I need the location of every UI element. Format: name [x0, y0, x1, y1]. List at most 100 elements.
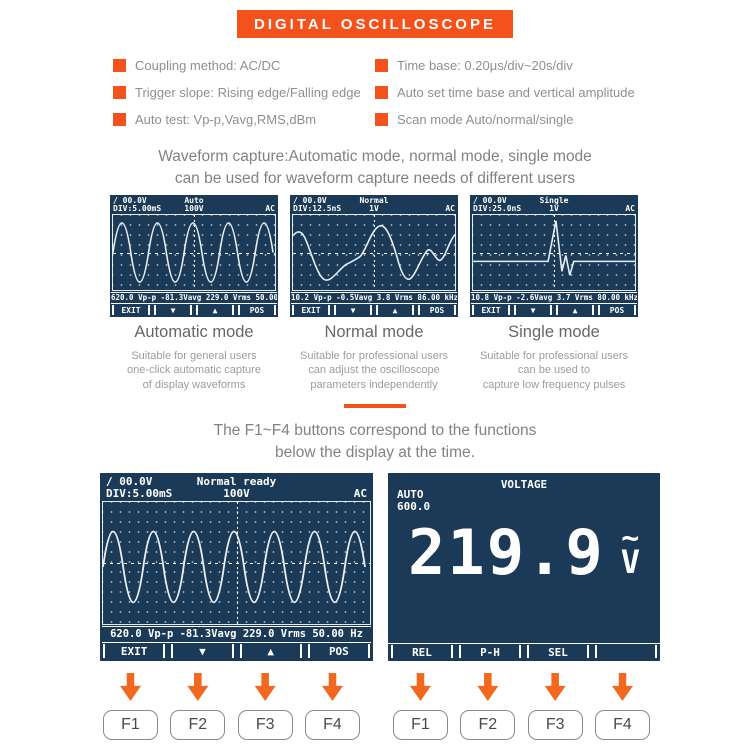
- mode-title: Single mode: [508, 323, 600, 341]
- softkey-pos[interactable]: POS: [238, 305, 276, 315]
- trigger-slope-icon: ∕: [293, 196, 298, 205]
- bullet-square-icon: [113, 113, 126, 126]
- time-div-label: DIV:25.0nS: [473, 204, 522, 213]
- scan-mode-label: Normal ready: [196, 475, 277, 488]
- softkey-up[interactable]: ▲: [196, 305, 234, 315]
- fkeys-row-left: F1 F2 F3 F4: [103, 710, 360, 740]
- scope-graticule: [102, 501, 371, 625]
- down-arrow-icon: [544, 673, 566, 701]
- scope-graticule: [292, 214, 456, 291]
- sine-waveform: [103, 530, 366, 603]
- f3-button[interactable]: F3: [237, 710, 293, 740]
- scope-screen-normal: ∕ 00.0V Normal DIV:12.5nS 1V AC 10.2 Vp-…: [290, 195, 458, 317]
- softkey-exit[interactable]: EXIT: [112, 305, 150, 315]
- softkey-up[interactable]: ▲: [376, 305, 414, 315]
- scan-mode-label: Normal: [359, 196, 389, 205]
- volt-div-label: 1V: [549, 204, 559, 213]
- softkey-pos[interactable]: POS: [308, 644, 370, 658]
- f4-button[interactable]: F4: [594, 710, 650, 740]
- down-arrow-icon: [254, 673, 276, 701]
- mode-caption-normal: Normal mode Suitable for professional us…: [290, 323, 458, 392]
- fkeys-intro-text: The F1~F4 buttons correspond to the func…: [213, 422, 537, 461]
- feature-label: Trigger slope: Rising edge/Falling edge: [135, 85, 361, 100]
- bullet-square-icon: [113, 59, 126, 72]
- softkey-pos[interactable]: POS: [418, 305, 456, 315]
- softkey-exit[interactable]: EXIT: [103, 644, 165, 658]
- time-div-label: DIV:5.00mS: [113, 204, 162, 213]
- softkey-menu: EXIT ▼ ▲ POS: [110, 304, 278, 317]
- mode-caption-single: Single mode Suitable for professional us…: [470, 323, 638, 392]
- mode-description: Suitable for general users one-click aut…: [127, 350, 261, 391]
- softkey-down[interactable]: ▼: [171, 644, 233, 658]
- softkey-menu: REL P-H SEL: [388, 643, 660, 661]
- scan-mode-label: Auto: [184, 196, 204, 205]
- f1-button[interactable]: F1: [393, 710, 448, 740]
- bullet-square-icon: [375, 86, 388, 99]
- measurement-readout: 10.8 Vp-p -2.6Vavg 3.7 Vrms 80.00 kHz: [471, 292, 637, 304]
- softkey-pos[interactable]: POS: [598, 305, 636, 315]
- meter-reading: 219.9: [408, 516, 605, 589]
- measurement-readout: 10.2 Vp-p -0.5Vavg 3.8 Vrms 86.00 kHz: [291, 292, 457, 304]
- time-div-label: DIV:12.5nS: [293, 204, 342, 213]
- softkey-up[interactable]: ▲: [556, 305, 594, 315]
- scope-screen-large: ∕ 00.0V Normal ready DIV:5.00mS 100V AC …: [100, 473, 373, 661]
- sine-waveform: [113, 222, 274, 283]
- f2-button[interactable]: F2: [460, 710, 516, 740]
- volt-div-label: 1V: [369, 204, 379, 213]
- softkey-up[interactable]: ▲: [240, 644, 302, 658]
- measurement-readout: 620.0 Vp-p -81.3Vavg 229.0 Vrms 50.00 Hz: [111, 292, 277, 304]
- vertical-axis: [374, 215, 375, 290]
- feature-trigger-slope: Trigger slope: Rising edge/Falling edge: [113, 79, 375, 106]
- softkey-menu: EXIT ▼ ▲ POS: [290, 304, 458, 317]
- feature-label: Scan mode Auto/normal/single: [397, 112, 574, 127]
- arrows-row-left: [103, 673, 360, 701]
- trigger-slope-icon: ∕: [113, 196, 118, 205]
- coupling-label: AC: [265, 204, 275, 213]
- f1-button[interactable]: F1: [103, 710, 158, 740]
- meter-range-value: 600.0: [397, 500, 431, 513]
- f4-button[interactable]: F4: [304, 710, 360, 740]
- coupling-label: AC: [445, 204, 455, 213]
- scope-screen-single: ∕ 00.0V Single DIV:25.0nS 1V AC 10.8 Vp-…: [470, 195, 638, 317]
- scope-graticule: [112, 214, 276, 291]
- time-div-label: DIV:5.00mS: [106, 487, 173, 500]
- softkey-down[interactable]: ▼: [334, 305, 372, 315]
- feature-coupling: Coupling method: AC/DC: [113, 52, 375, 79]
- complex-waveform: [293, 225, 455, 281]
- mode-description: Suitable for professional users can adju…: [300, 350, 448, 391]
- softkey-blank[interactable]: [595, 645, 657, 658]
- meter-auto-label: AUTO: [397, 488, 424, 501]
- meter-function-label: VOLTAGE: [500, 478, 548, 491]
- feature-label: Time base: 0.20μs/div~20s/div: [397, 58, 573, 73]
- trigger-slope-icon: ∕: [473, 196, 478, 205]
- bullet-square-icon: [113, 86, 126, 99]
- trigger-level: 00.0V: [482, 196, 507, 205]
- feature-auto-test: Auto test: Vp-p,Vavg,RMS,dBm: [113, 106, 375, 133]
- softkey-exit[interactable]: EXIT: [472, 305, 510, 315]
- scope-screen-auto: ∕ 00.0V Auto DIV:5.00mS 100V AC 620.0 Vp…: [110, 195, 278, 317]
- f2-button[interactable]: F2: [170, 710, 226, 740]
- softkey-menu: EXIT ▼ ▲ POS: [100, 643, 373, 661]
- ac-volts-unit: ~ V: [620, 524, 640, 581]
- f3-button[interactable]: F3: [527, 710, 583, 740]
- feature-list: Coupling method: AC/DC Trigger slope: Ri…: [113, 52, 658, 133]
- softkey-sel[interactable]: SEL: [527, 645, 589, 659]
- softkey-exit[interactable]: EXIT: [292, 305, 330, 315]
- softkey-down[interactable]: ▼: [514, 305, 552, 315]
- mode-title: Normal mode: [324, 323, 424, 341]
- softkey-ph[interactable]: P-H: [459, 645, 521, 659]
- vertical-axis: [236, 502, 238, 624]
- feature-label: Auto test: Vp-p,Vavg,RMS,dBm: [135, 112, 317, 127]
- coupling-label: AC: [353, 487, 367, 500]
- down-arrow-icon: [477, 673, 499, 701]
- bullet-square-icon: [375, 113, 388, 126]
- trigger-slope-icon: ∕: [106, 475, 113, 488]
- softkey-down[interactable]: ▼: [154, 305, 192, 315]
- capture-intro-text: Waveform capture:Automatic mode, normal …: [158, 148, 592, 187]
- volts-letter: V: [620, 543, 640, 581]
- softkey-menu: EXIT ▼ ▲ POS: [470, 304, 638, 317]
- softkey-rel[interactable]: REL: [391, 645, 453, 659]
- down-arrow-icon: [187, 673, 209, 701]
- volt-div-label: 100V: [223, 487, 250, 500]
